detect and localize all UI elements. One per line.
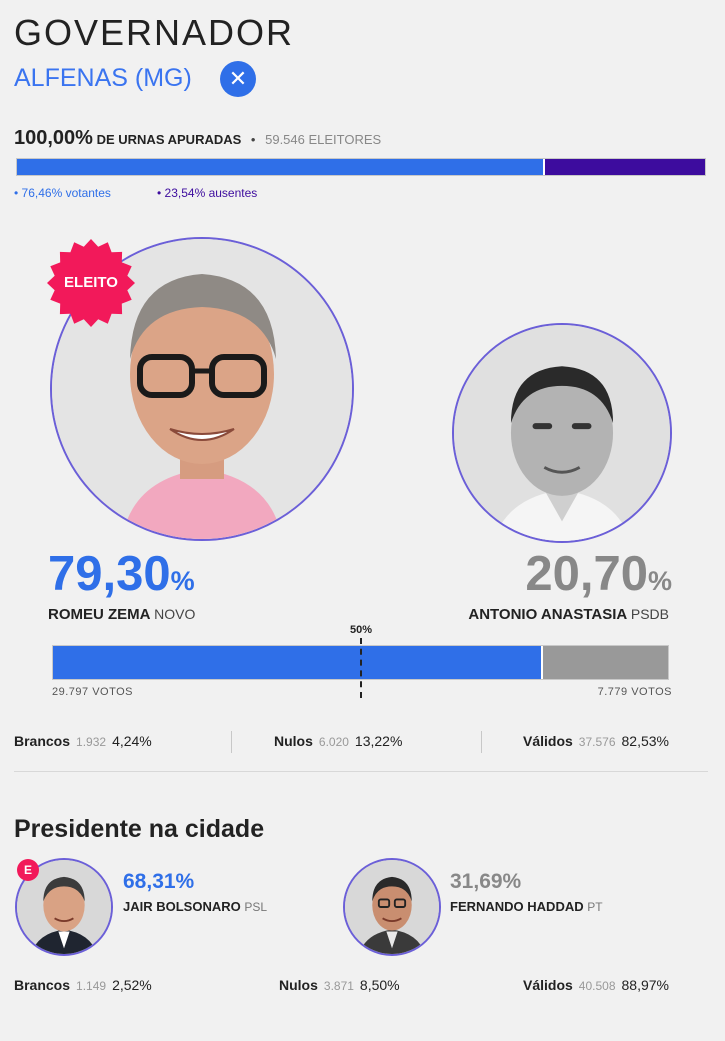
president-candidate-2-name: FERNANDO HADDAD PT [450, 899, 603, 914]
candidate-2-percent: 20,70% [525, 547, 672, 601]
candidate-2-party: PSDB [630, 606, 669, 622]
president-candidate-2-percent: 31,69% [450, 870, 522, 893]
eleitores-count: 59.546 ELEITORES [265, 132, 382, 147]
stat-brancos: Brancos 1.932 4,24% [14, 733, 152, 749]
page-title: GOVERNADOR [14, 12, 295, 53]
turnout-ausentes-fill [543, 159, 705, 175]
ausentes-legend: • 23,54% ausentes [157, 186, 258, 200]
apuracao-separator: • [250, 132, 256, 147]
apuracao-label: DE URNAS APURADAS [96, 132, 242, 147]
stat-validos: Válidos 37.576 82,53% [523, 733, 669, 749]
president-candidate-1-name: JAIR BOLSONARO PSL [123, 899, 268, 914]
turnout-bar [16, 158, 706, 176]
candidate-2-votes: 7.779 VOTOS [597, 686, 672, 698]
city-name[interactable]: ALFENAS (MG) [14, 64, 192, 92]
stats-divider [231, 731, 232, 753]
person-portrait-icon [454, 325, 670, 541]
president-stat-brancos: Brancos 1.149 2,52% [14, 977, 152, 993]
elected-badge: ELEITO [46, 238, 136, 328]
person-portrait-icon [345, 860, 439, 954]
section-divider [14, 771, 708, 772]
candidate-1-percent: 79,30% [48, 547, 195, 601]
vote-share-fill-candidate-2 [540, 646, 668, 679]
votantes-legend: • 76,46% votantes [14, 186, 111, 200]
stat-nulos: Nulos 6.020 13,22% [274, 733, 403, 749]
apuracao-percent: 100,00% [14, 127, 93, 149]
apuracao-summary: 100,00% DE URNAS APURADAS • 59.546 ELEIT… [14, 127, 381, 150]
candidate-photo-fernando-haddad [343, 858, 441, 956]
candidate-1-party: NOVO [154, 606, 196, 622]
elected-badge-label: ELEITO [64, 274, 118, 291]
candidate-1-name: ROMEU ZEMA NOVO [48, 606, 196, 623]
person-portrait-icon [17, 860, 111, 954]
close-icon[interactable]: ✕ [220, 61, 256, 97]
candidate-photo-antonio-anastasia [452, 323, 672, 543]
section-title: Presidente na cidade [14, 815, 265, 843]
midline-marker [360, 638, 362, 698]
candidate-2-name: ANTONIO ANASTASIA PSDB [468, 606, 669, 623]
stats-divider [481, 731, 482, 753]
candidate-1-votes: 29.797 VOTOS [52, 686, 134, 698]
candidate-photo-jair-bolsonaro [15, 858, 113, 956]
president-stat-nulos: Nulos 3.871 8,50% [279, 977, 400, 993]
president-candidate-1-percent: 68,31% [123, 870, 195, 893]
midline-label: 50% [350, 624, 373, 636]
starburst-icon [47, 239, 135, 327]
turnout-votantes-fill [17, 159, 544, 175]
vote-share-fill-candidate-1 [53, 646, 541, 679]
elected-badge-small: E [17, 859, 39, 881]
president-stat-validos: Válidos 40.508 88,97% [523, 977, 669, 993]
